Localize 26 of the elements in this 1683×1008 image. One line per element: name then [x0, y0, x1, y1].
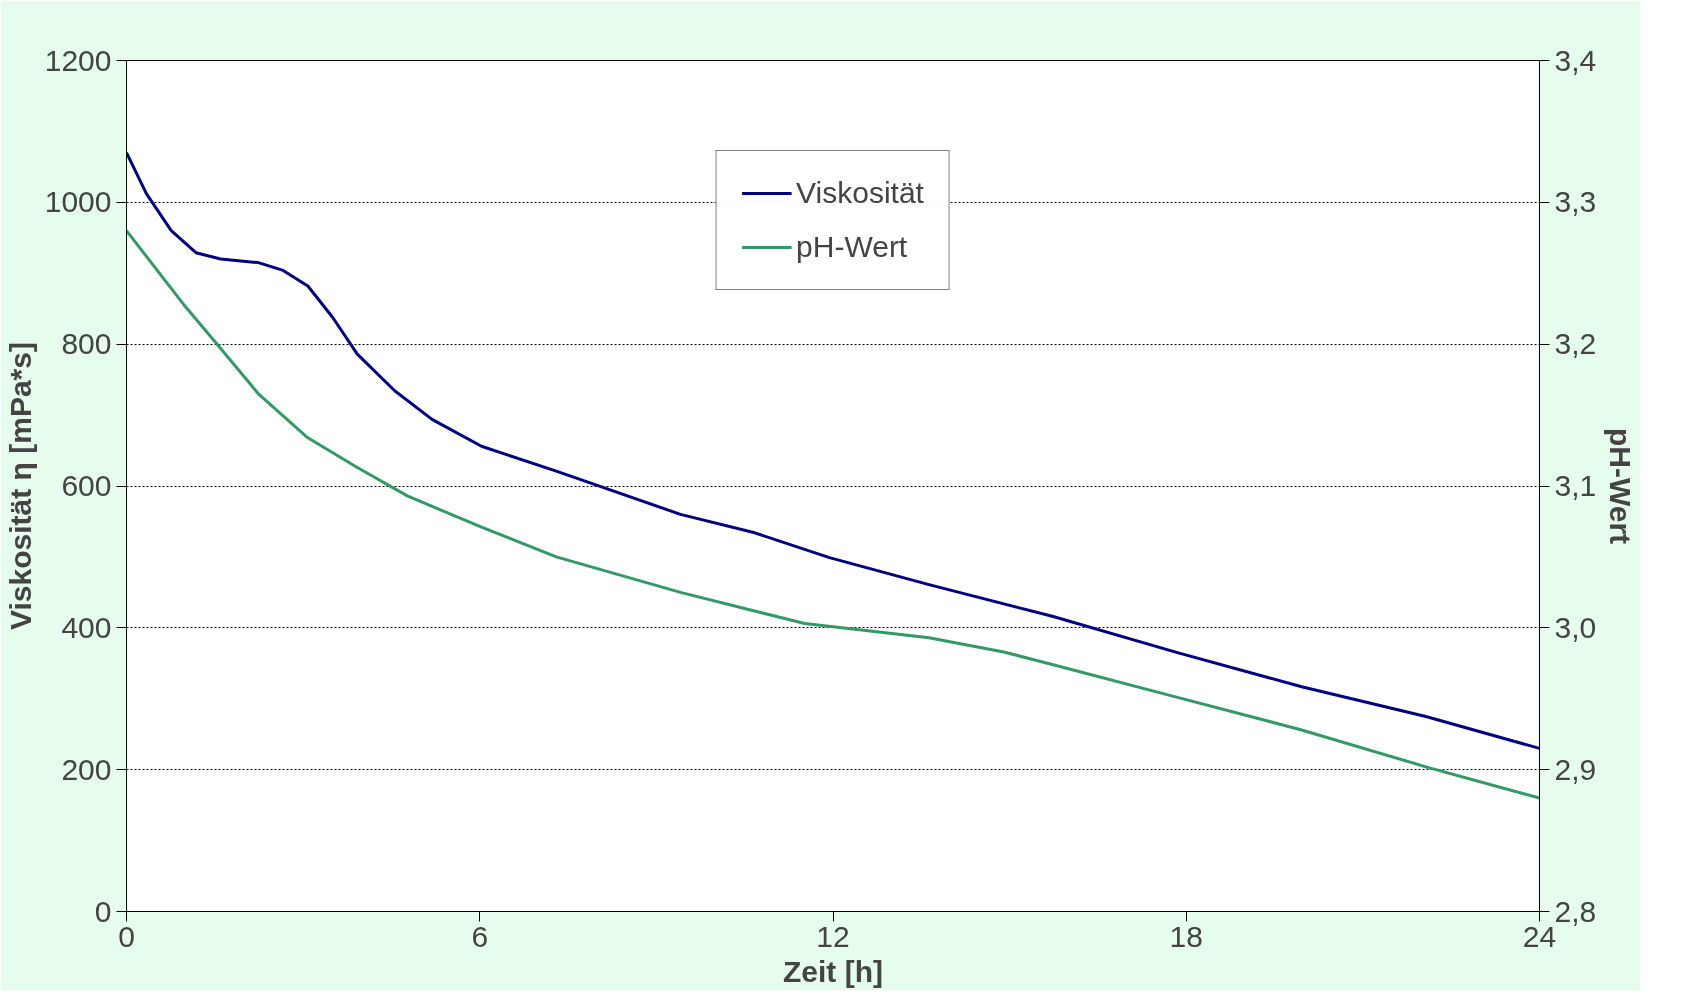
- y2-tick-label: 3,0: [1554, 610, 1597, 644]
- legend-label: Viskosität: [796, 176, 924, 210]
- y2-tick-label: 3,4: [1554, 43, 1597, 77]
- y-tick-label: 200: [61, 752, 112, 786]
- y-tick-label: 0: [94, 894, 112, 928]
- y2-tick-label: 3,2: [1554, 327, 1597, 361]
- y-tick-label: 800: [61, 327, 112, 361]
- x-tick-label: 18: [1169, 919, 1203, 953]
- x-tick-label: 6: [471, 919, 489, 953]
- y-axis-title: Viskosität η [mPa*s]: [3, 342, 37, 630]
- line-series: [126, 151, 1540, 750]
- y-tick-label: 600: [61, 469, 112, 502]
- x-tick-label: 12: [816, 919, 850, 953]
- y2-axis-title: pH-Wert: [1604, 427, 1638, 545]
- legend-label: pH-Wert: [796, 230, 908, 264]
- y2-tick-label: 2,9: [1554, 752, 1597, 786]
- x-tick-label: 0: [118, 919, 135, 953]
- y2-tick-label: 3,1: [1554, 469, 1597, 502]
- y-tick-label: 400: [61, 610, 112, 644]
- y2-tick-label: 3,3: [1554, 185, 1597, 219]
- x-tick-label: 24: [1522, 919, 1557, 953]
- line-series: [126, 229, 1540, 800]
- y2-tick-label: 2,8: [1554, 894, 1597, 928]
- y-tick-label: 1000: [44, 185, 112, 219]
- x-axis-title: Zeit [h]: [783, 954, 883, 988]
- y-tick-label: 1200: [44, 43, 112, 77]
